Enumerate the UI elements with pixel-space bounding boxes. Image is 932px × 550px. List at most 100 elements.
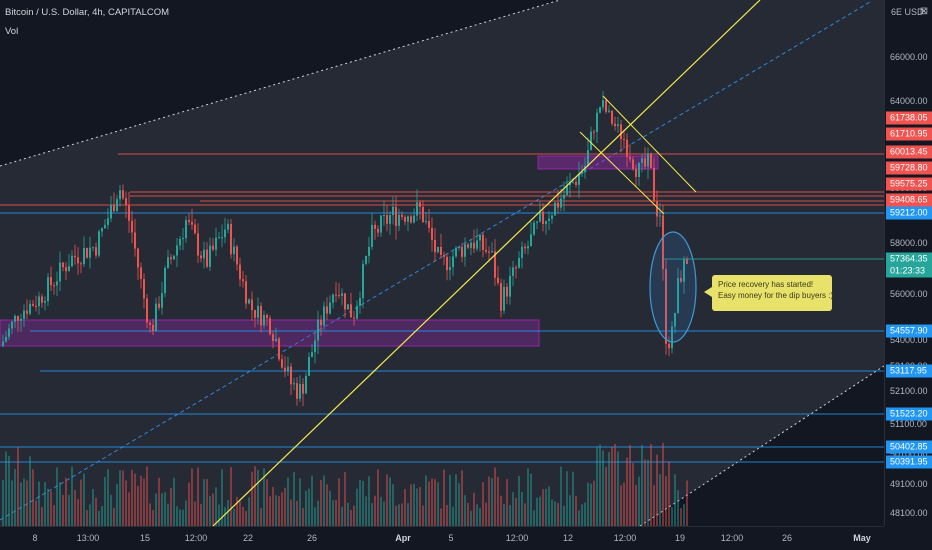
price-chart[interactable] [0, 0, 884, 526]
volume-bar [215, 487, 217, 526]
price-label: 59575.25 [886, 177, 932, 191]
candle-body [221, 237, 223, 239]
volume-bar [68, 494, 70, 526]
volume-bar [410, 484, 412, 526]
volume-bar [143, 478, 145, 526]
volume-bar [533, 510, 535, 526]
price-label: 50391.95 [886, 455, 932, 469]
volume-bar [62, 494, 64, 526]
volume-bar [566, 471, 568, 526]
candle-body [350, 304, 352, 318]
candle-body [413, 215, 415, 223]
candle-body [275, 338, 277, 342]
volume-bar [416, 488, 418, 526]
candle-body [653, 167, 655, 201]
x-tick-label: 26 [306, 533, 318, 543]
candle-body [335, 294, 337, 296]
volume-bar [473, 492, 475, 526]
candle-body [674, 312, 676, 327]
candle-body [128, 205, 130, 221]
annotation-callout[interactable]: Price recovery has started! Easy money f… [704, 275, 833, 311]
candle-body [602, 100, 604, 108]
candle-body [266, 315, 268, 319]
candle-body [347, 304, 349, 310]
volume-bar [179, 509, 181, 526]
candle-body [434, 239, 436, 253]
candle-body [491, 251, 493, 253]
candle-body [101, 228, 103, 232]
candle-body [683, 259, 685, 282]
volume-bar [332, 500, 334, 526]
volume-bar [308, 488, 310, 526]
candle-body [53, 285, 55, 287]
candle-body [179, 239, 181, 246]
candle-body [239, 264, 241, 280]
volume-bar [110, 494, 112, 526]
candle-body [389, 215, 391, 224]
candle-body [251, 299, 253, 310]
volume-bar [602, 450, 604, 526]
candle-body [248, 299, 250, 304]
candle-body [623, 139, 625, 141]
volume-indicator-label[interactable]: Vol [5, 26, 19, 37]
candle-body [233, 246, 235, 255]
volume-bar [41, 506, 43, 526]
candle-body [608, 110, 610, 112]
candle-body [518, 257, 520, 268]
candle-body [665, 269, 667, 344]
volume-bar [527, 468, 529, 526]
candle-body [599, 107, 601, 113]
volume-bar [515, 497, 517, 526]
volume-bar [77, 499, 79, 526]
candle-body [632, 159, 634, 169]
price-label: 59408.65 [886, 193, 932, 207]
volume-bar [485, 502, 487, 526]
symbol-title[interactable]: Bitcoin / U.S. Dollar, 4h, CAPITALCOM [5, 7, 170, 18]
volume-bar [260, 508, 262, 526]
price-label: 60013.45 [886, 145, 932, 159]
candle-body [626, 139, 628, 157]
candle-body [50, 277, 52, 286]
volume-bar [293, 472, 295, 526]
volume-bar [683, 504, 685, 526]
candle-body [647, 153, 649, 167]
candle-body [464, 244, 466, 257]
volume-bar [644, 459, 646, 526]
candle-body [257, 305, 259, 318]
volume-bar [305, 490, 307, 526]
close-icon[interactable]: ⊠ [919, 6, 929, 17]
candle-body [401, 214, 403, 217]
price-label: 53117.95 [886, 364, 932, 378]
candle-body [467, 244, 469, 248]
candle-body [38, 296, 40, 307]
candle-body [197, 233, 199, 256]
volume-bar [608, 452, 610, 526]
volume-bar [398, 504, 400, 526]
x-tick-label: 12:00 [184, 533, 208, 543]
volume-bar [341, 506, 343, 526]
volume-bar [590, 483, 592, 526]
volume-bar [302, 507, 304, 526]
volume-bar [299, 478, 301, 526]
price-axis[interactable]: 6E USD ⊠ 48100.00 49100.00 50100.00 51100.0… [884, 0, 932, 526]
volume-bar [50, 491, 52, 526]
volume-bar [17, 447, 19, 526]
time-axis[interactable]: 8 13:00 15 12:00 22 26 Apr 5 12:00 12 12:00 19 12:00… [0, 526, 884, 550]
volume-bar [686, 480, 688, 526]
candle-body [605, 100, 607, 112]
candle-body [263, 315, 265, 326]
volume-bar [311, 475, 313, 526]
volume-bar [164, 492, 166, 526]
y-tick-label: 64000.00 [890, 96, 928, 106]
volume-bar [461, 470, 463, 526]
volume-bar [380, 496, 382, 526]
candle-body [386, 215, 388, 224]
volume-bar [155, 493, 157, 526]
volume-bar [596, 446, 598, 526]
candle-body [206, 249, 208, 267]
volume-bar [425, 475, 427, 526]
volume-bar [278, 496, 280, 526]
candle-body [629, 156, 631, 160]
volume-bar [5, 451, 7, 526]
volume-bar [605, 466, 607, 526]
